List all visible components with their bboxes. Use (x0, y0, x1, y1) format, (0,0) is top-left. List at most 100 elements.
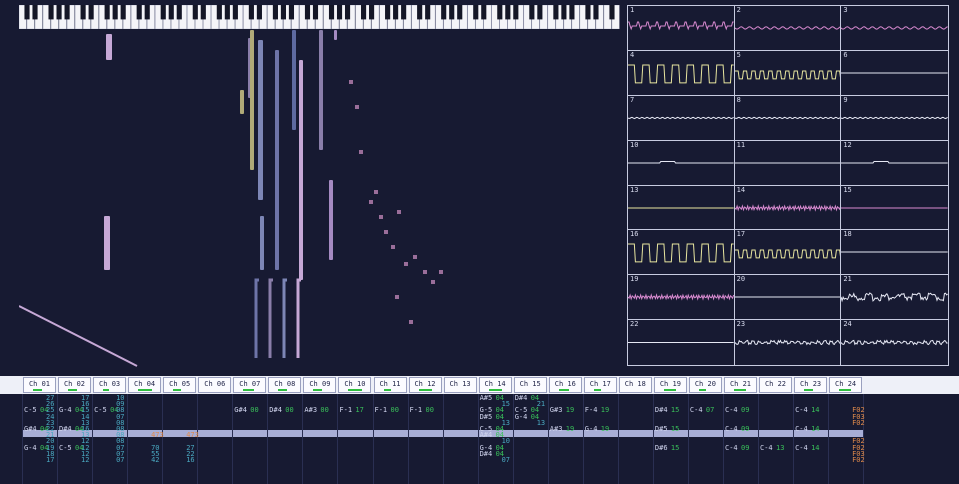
pattern-note[interactable]: G-4 (584, 425, 598, 433)
pattern-instrument[interactable]: 04 (40, 443, 49, 452)
piano-black-key[interactable] (160, 5, 166, 20)
piano-black-key[interactable] (232, 5, 238, 20)
pattern-volume[interactable]: 08 (116, 406, 125, 415)
pattern-volume[interactable]: 08 (116, 437, 125, 446)
piano-black-key[interactable] (312, 5, 319, 20)
pattern-volume[interactable]: 16 (81, 425, 90, 433)
piano-black-key[interactable] (553, 5, 559, 20)
piano-black-key[interactable] (288, 5, 295, 20)
piano-black-key[interactable] (280, 5, 287, 20)
pattern-volume[interactable]: 16 (186, 456, 195, 464)
piano-black-key[interactable] (120, 5, 126, 20)
piano-black-key[interactable] (593, 5, 599, 20)
pattern-editor[interactable]: 27 26 C-5 04 25 24 23 G#4 04 22 21 20 G-4 04 19 18 17 17 1… (0, 394, 959, 484)
pattern-volume[interactable]: 23 (46, 418, 55, 427)
channel-tab[interactable]: Ch 01 (23, 377, 56, 393)
pattern-note[interactable]: F-1 (409, 406, 423, 415)
pattern-note[interactable]: G-4 (24, 443, 37, 452)
pattern-volume[interactable]: 21 (46, 431, 55, 440)
channel-tab[interactable]: Ch 13 (443, 377, 477, 393)
channel-tab[interactable]: Ch 09 (303, 377, 337, 393)
channel-tab[interactable]: Ch 24 (829, 377, 863, 393)
piano-black-key[interactable] (585, 5, 591, 20)
piano-black-key[interactable] (104, 5, 110, 20)
pattern-note[interactable]: C-4 (760, 443, 773, 452)
pattern-instrument[interactable]: 04 (40, 406, 49, 415)
pattern-volume[interactable]: 08 (116, 431, 125, 440)
piano-black-key[interactable] (304, 5, 311, 20)
pattern-volume[interactable]: 15 (81, 406, 90, 415)
pattern-instrument[interactable]: 04 (530, 394, 540, 402)
piano-black-key[interactable] (112, 5, 118, 20)
piano-black-key[interactable] (425, 5, 431, 20)
pattern-volume[interactable]: 07 (116, 449, 125, 458)
pattern-volume[interactable]: F02 (852, 437, 865, 446)
piano-black-key[interactable] (513, 5, 519, 20)
pattern-note[interactable]: D#4 (654, 406, 668, 415)
pattern-note[interactable]: D#5 (654, 425, 668, 433)
pattern-instrument[interactable]: 19 (600, 406, 610, 415)
pattern-volume[interactable]: 10 (116, 394, 125, 402)
pattern-volume[interactable]: 18 (46, 449, 55, 458)
pattern-volume[interactable]: 12 (81, 449, 90, 458)
pattern-instrument[interactable]: 04 (75, 406, 84, 415)
channel-tab[interactable]: Ch 12 (408, 377, 442, 393)
piano-black-key[interactable] (401, 5, 407, 20)
pattern-volume[interactable]: 22 (186, 449, 195, 458)
pattern-volume[interactable]: 42 (151, 456, 160, 464)
pattern-note[interactable]: C-4 (725, 406, 738, 415)
pattern-volume[interactable]: 21 (536, 400, 546, 409)
pattern-volume[interactable]: 20 (46, 437, 55, 446)
pattern-instrument[interactable]: 00 (390, 406, 399, 415)
pattern-note[interactable]: C-4 (725, 425, 738, 433)
pattern-volume[interactable]: F02 (852, 406, 865, 415)
pattern-note[interactable]: D#4 (59, 425, 72, 433)
pattern-volume[interactable]: 13 (81, 418, 90, 427)
piano-black-key[interactable] (64, 5, 70, 20)
pattern-instrument[interactable]: 17 (355, 406, 364, 415)
pattern-note[interactable]: G#4 (234, 406, 247, 415)
pattern-instrument[interactable]: 14 (811, 443, 820, 452)
pattern-volume[interactable]: 09 (116, 400, 125, 409)
pattern-instrument[interactable]: 04 (530, 406, 540, 415)
pattern-note[interactable]: C-5 (94, 406, 107, 415)
pattern-instrument[interactable]: 15 (670, 425, 680, 433)
pattern-volume[interactable]: 07 (501, 456, 511, 464)
piano-black-key[interactable] (328, 5, 335, 20)
pattern-instrument[interactable]: 04 (495, 425, 505, 433)
pattern-note[interactable]: A#4 (479, 431, 493, 440)
pattern-note[interactable]: G-4 (59, 406, 72, 415)
pattern-note[interactable]: A#5 (479, 394, 493, 402)
channel-tab[interactable]: Ch 08 (268, 377, 302, 393)
pattern-instrument[interactable]: 04 (75, 443, 84, 452)
pattern-volume[interactable]: 07 (116, 412, 125, 421)
pattern-instrument[interactable]: 04 (75, 425, 84, 433)
pattern-note[interactable]: G#4 (24, 425, 37, 433)
pattern-volume[interactable]: 07 (116, 456, 125, 464)
pattern-note[interactable]: C-4 (795, 406, 808, 415)
pattern-instrument[interactable]: 07 (705, 406, 715, 415)
pattern-note[interactable]: C-5 (479, 425, 493, 433)
pattern-instrument[interactable]: 04 (495, 449, 505, 458)
piano-black-key[interactable] (473, 5, 479, 20)
pattern-volume[interactable]: F02 (852, 456, 865, 464)
pattern-volume[interactable]: 08 (116, 418, 125, 427)
piano-black-key[interactable] (88, 5, 94, 20)
pattern-note[interactable]: C-4 (725, 443, 738, 452)
pattern-note[interactable]: D#6 (654, 443, 668, 452)
channel-tab[interactable]: Ch 22 (759, 377, 792, 393)
channel-tab[interactable]: Ch 23 (794, 377, 828, 393)
pattern-instrument[interactable]: 04 (110, 406, 119, 415)
pattern-instrument[interactable]: 15 (670, 443, 680, 452)
piano-black-key[interactable] (176, 5, 182, 20)
piano-black-key[interactable] (192, 5, 198, 20)
channel-tab[interactable]: Ch 17 (583, 377, 617, 393)
pattern-note[interactable]: A#3 (304, 406, 318, 415)
pattern-volume[interactable]: 473 (151, 431, 164, 440)
piano-black-key[interactable] (56, 5, 62, 20)
pattern-volume[interactable]: 07 (116, 443, 125, 452)
channel-tab[interactable]: Ch 20 (688, 377, 722, 393)
pattern-instrument[interactable]: 15 (670, 406, 680, 415)
pattern-volume[interactable]: 17 (46, 456, 55, 464)
pattern-volume[interactable]: 08 (116, 425, 125, 433)
